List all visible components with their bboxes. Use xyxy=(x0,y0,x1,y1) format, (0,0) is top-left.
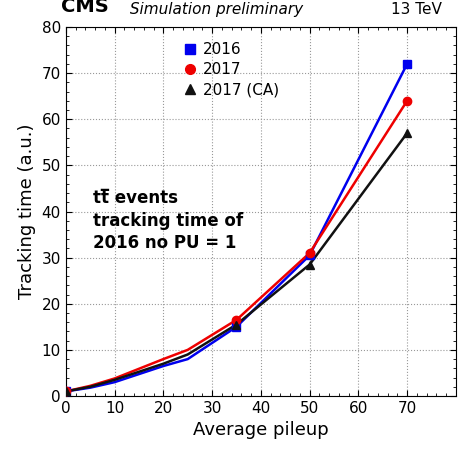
Text: CMS: CMS xyxy=(61,0,109,16)
2017 (CA) xyxy=(234,322,239,327)
2016 xyxy=(404,61,410,67)
Text: 13 TeV: 13 TeV xyxy=(391,2,442,17)
2016 xyxy=(234,324,239,329)
Text: Simulation preliminary: Simulation preliminary xyxy=(125,2,303,17)
Y-axis label: Tracking time (a.u.): Tracking time (a.u.) xyxy=(18,124,36,299)
Legend: 2016, 2017, 2017 (CA): 2016, 2017, 2017 (CA) xyxy=(190,42,279,98)
2017 xyxy=(307,250,313,256)
2017 xyxy=(234,317,239,323)
2017 xyxy=(404,98,410,104)
Text: tt̅ events
tracking time of
2016 no PU = 1: tt̅ events tracking time of 2016 no PU =… xyxy=(93,189,243,252)
2017 (CA) xyxy=(307,262,313,267)
Line: 2017: 2017 xyxy=(62,97,411,396)
Line: 2017 (CA): 2017 (CA) xyxy=(62,129,411,396)
Line: 2016: 2016 xyxy=(62,60,411,396)
X-axis label: Average pileup: Average pileup xyxy=(193,421,329,439)
2017 (CA) xyxy=(63,389,69,394)
2017 xyxy=(63,389,69,394)
2016 xyxy=(63,389,69,394)
2017 (CA) xyxy=(404,130,410,136)
2016 xyxy=(307,252,313,258)
